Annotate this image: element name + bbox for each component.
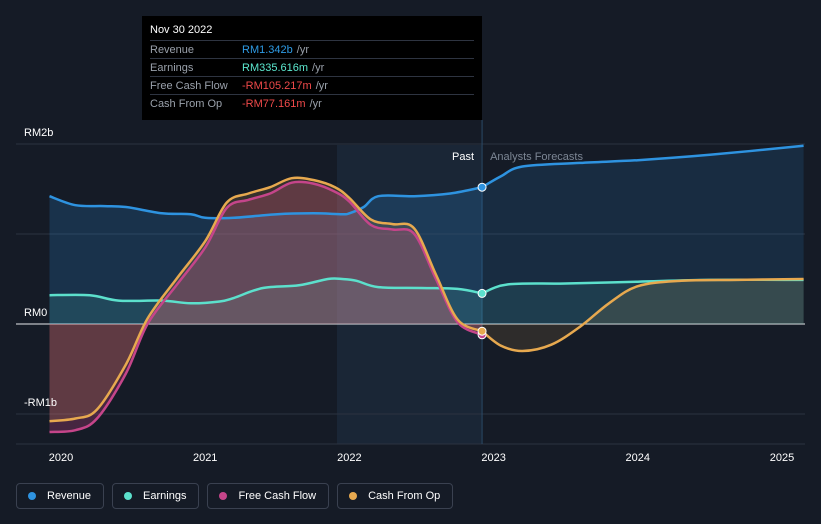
chart-legend: Revenue Earnings Free Cash Flow Cash Fro… — [16, 483, 454, 509]
tooltip-label: Earnings — [150, 61, 194, 74]
legend-item-earnings[interactable]: Earnings — [112, 483, 200, 509]
tooltip-unit: /yr — [315, 79, 328, 92]
tooltip-value: RM1.342b — [242, 43, 293, 56]
legend-item-revenue[interactable]: Revenue — [16, 483, 105, 509]
y-axis-label: RM2b — [24, 127, 53, 139]
x-tick-label: 2022 — [337, 452, 361, 464]
past-highlight-band — [337, 145, 483, 444]
forecast-label: Analysts Forecasts — [490, 151, 583, 163]
tooltip-row-cash-from-op: Cash From Op -RM77.161m /yr — [150, 94, 474, 112]
tooltip-value: -RM77.161m — [242, 97, 306, 110]
x-tick-label: 2024 — [626, 452, 650, 464]
free-cash-flow-area — [49, 181, 483, 432]
earnings-line — [49, 277, 483, 305]
cash-from-op-dot-icon — [349, 492, 358, 500]
x-tick-label: 2023 — [481, 452, 505, 464]
tooltip-row-earnings: Earnings RM335.616m /yr — [150, 58, 474, 76]
x-tick-label: 2021 — [193, 452, 217, 464]
revenue-forecast-line — [481, 144, 804, 189]
earnings-dot-icon — [124, 492, 133, 500]
tooltip-unit: /yr — [296, 43, 309, 56]
tooltip-row-free-cash-flow: Free Cash Flow -RM105.217m /yr — [150, 76, 474, 94]
legend-label: Free Cash Flow — [238, 490, 317, 502]
hover-tooltip: Nov 30 2022 Revenue RM1.342b /yr Earning… — [142, 16, 482, 120]
tooltip-label: Free Cash Flow — [150, 79, 228, 92]
tooltip-value: RM335.616m — [242, 61, 309, 74]
legend-item-cash-from-op[interactable]: Cash From Op — [337, 483, 454, 509]
tooltip-unit: /yr — [309, 97, 322, 110]
cash-from-op-marker — [477, 326, 487, 336]
cash-from-op-line — [49, 176, 483, 423]
tooltip-label: Cash From Op — [150, 97, 223, 110]
legend-label: Earnings — [143, 490, 187, 502]
legend-item-free-cash-flow[interactable]: Free Cash Flow — [207, 483, 330, 509]
tooltip-row-revenue: Revenue RM1.342b /yr — [150, 40, 474, 58]
earnings-area — [49, 278, 483, 324]
earnings-forecast-area — [482, 279, 804, 324]
cash-from-op-area — [49, 177, 483, 422]
tooltip-label: Revenue — [150, 43, 195, 56]
y-axis-label: RM0 — [24, 307, 47, 319]
revenue-marker — [477, 182, 487, 192]
past-label: Past — [452, 151, 474, 163]
revenue-dot-icon — [28, 492, 36, 500]
tooltip-unit: /yr — [312, 61, 325, 74]
tooltip-value: -RM105.217m — [242, 79, 312, 92]
tooltip-date: Nov 30 2022 — [150, 24, 213, 36]
legend-label: Revenue — [47, 490, 92, 502]
revenue-line — [49, 185, 483, 220]
free-cash-flow-line — [49, 180, 483, 434]
cash-from-op-forecast-line — [481, 277, 804, 353]
x-tick-label: 2025 — [770, 452, 794, 464]
legend-label: Cash From Op — [368, 490, 441, 502]
free-cash-flow-dot-icon — [219, 492, 228, 500]
cash-from-op-forecast-area — [482, 279, 804, 352]
x-tick-label: 2020 — [49, 452, 73, 464]
earnings-marker — [477, 288, 487, 298]
y-axis-label: -RM1b — [24, 397, 57, 409]
